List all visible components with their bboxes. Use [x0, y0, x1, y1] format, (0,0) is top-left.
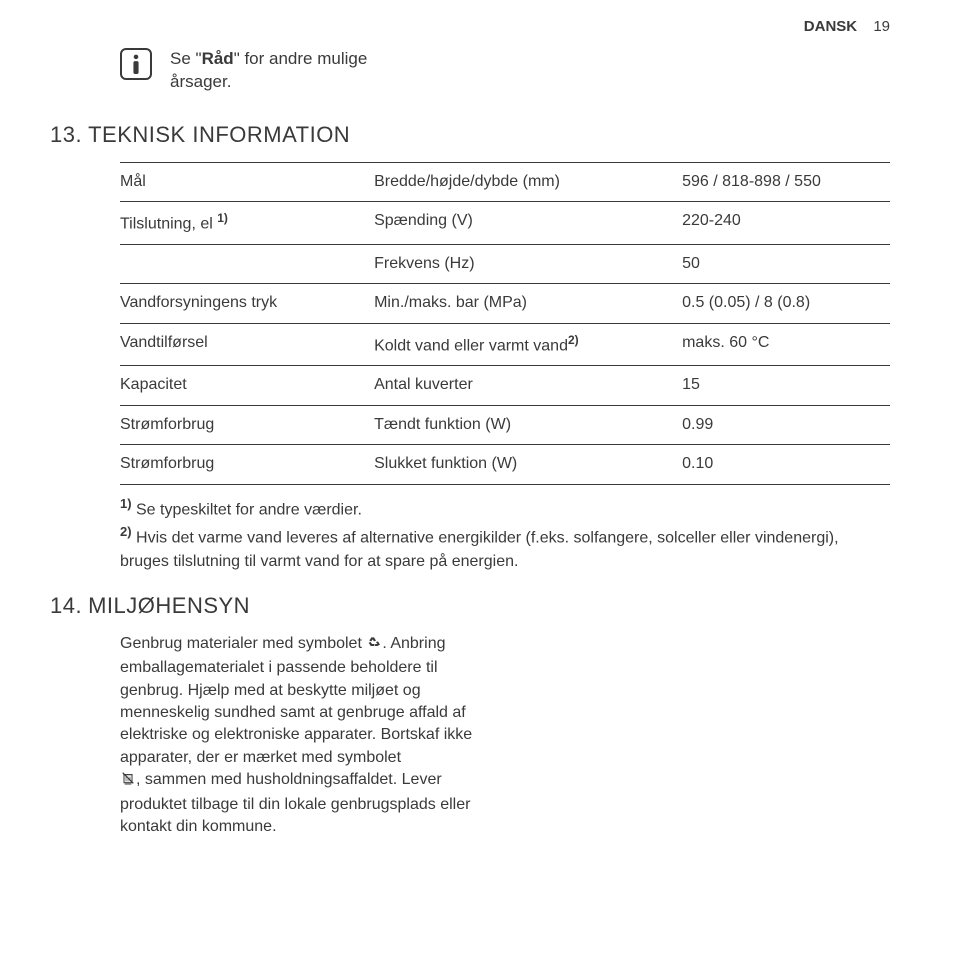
table-row: StrømforbrugSlukket funktion (W)0.10 — [120, 445, 890, 484]
table-row: StrømforbrugTændt funktion (W)0.99 — [120, 405, 890, 444]
table-row: Tilslutning, el 1)Spænding (V)220-240 — [120, 202, 890, 245]
lang-label: DANSK — [804, 18, 857, 35]
table-row: Vandforsyningens trykMin./maks. bar (MPa… — [120, 284, 890, 323]
table-row: Frekvens (Hz)50 — [120, 244, 890, 283]
env-body: Genbrug materialer med symbolet . Anbrin… — [120, 633, 490, 839]
page-header: DANSK 19 — [804, 18, 890, 35]
table-row: KapacitetAntal kuverter15 — [120, 366, 890, 405]
spec-table: MålBredde/højde/dybde (mm)596 / 818-898 … — [120, 162, 890, 485]
info-icon — [120, 48, 152, 80]
section-14-heading: 14.MILJØHENSYN — [50, 593, 890, 619]
info-text: Se "Råd" for andre mulige årsager. — [170, 48, 410, 94]
section-13-heading: 13.TEKNISK INFORMATION — [50, 122, 890, 148]
recycle-icon — [366, 634, 382, 657]
page-number: 19 — [873, 18, 890, 35]
footnotes: 1) Se typeskiltet for andre værdier. 2) … — [120, 495, 890, 573]
table-row: VandtilførselKoldt vand eller varmt vand… — [120, 323, 890, 366]
no-bin-icon — [120, 770, 136, 793]
info-block: Se "Råd" for andre mulige årsager. — [120, 48, 890, 94]
table-row: MålBredde/højde/dybde (mm)596 / 818-898 … — [120, 162, 890, 201]
